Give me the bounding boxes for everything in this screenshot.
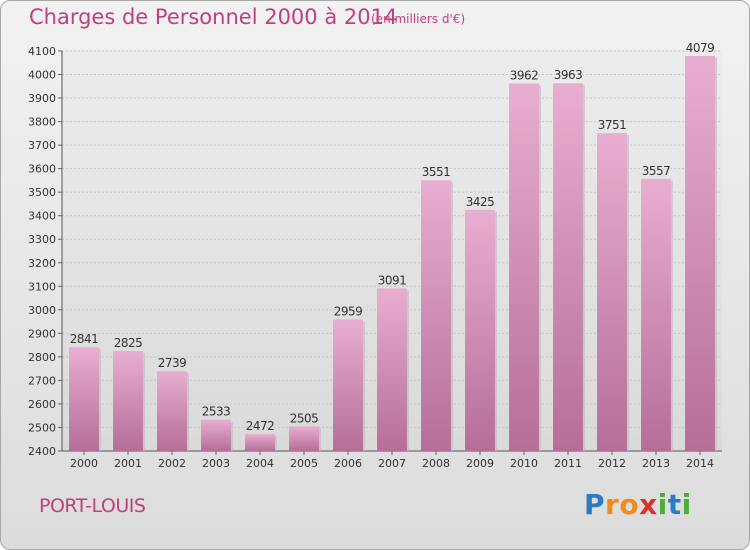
bar-value-label: 3551 [422, 165, 451, 179]
bar-value-label: 4079 [686, 41, 715, 55]
bar-value-label: 3962 [510, 68, 539, 82]
y-tick-label: 3400 [28, 210, 56, 223]
y-tick-label: 3500 [28, 186, 56, 199]
bar-value-label: 3751 [598, 118, 627, 132]
bar [685, 55, 715, 452]
logo-letter: x [639, 488, 658, 521]
bar [157, 371, 187, 451]
bar-value-label: 2825 [114, 336, 143, 350]
y-tick-label: 3100 [28, 280, 56, 293]
bar-value-label: 2472 [246, 419, 275, 433]
chart-title: Charges de Personnel 2000 à 2014 [29, 5, 398, 29]
x-tick-label: 2010 [510, 457, 538, 470]
y-tick-label: 2400 [28, 445, 56, 458]
bar-value-label: 2505 [290, 411, 319, 425]
y-tick-label: 3000 [28, 304, 56, 317]
bar-value-label: 3557 [642, 164, 671, 178]
x-tick-label: 2014 [686, 457, 714, 470]
x-tick-label: 2000 [70, 457, 98, 470]
bar [641, 178, 671, 451]
y-tick-label: 2800 [28, 351, 56, 364]
bar [333, 319, 363, 451]
x-tick-label: 2003 [202, 457, 230, 470]
bar-value-label: 2533 [202, 405, 231, 419]
bar-value-label: 3425 [466, 195, 495, 209]
bar [465, 209, 495, 451]
bar [597, 133, 627, 451]
bar-value-label: 2959 [334, 304, 363, 318]
x-tick-label: 2012 [598, 457, 626, 470]
proxiti-logo: Proxiti [584, 488, 692, 521]
y-tick-label: 3200 [28, 257, 56, 270]
logo-letter: t [667, 488, 682, 521]
x-tick-label: 2009 [466, 457, 494, 470]
bar [245, 434, 275, 451]
x-tick-label: 2011 [554, 457, 582, 470]
bar [201, 419, 231, 451]
bar-value-label: 3963 [554, 68, 583, 82]
x-tick-label: 2002 [158, 457, 186, 470]
bar [69, 347, 99, 451]
y-tick-label: 2500 [28, 421, 56, 434]
x-tick-label: 2008 [422, 457, 450, 470]
bar-value-label: 3091 [378, 273, 407, 287]
logo-letter: r [605, 488, 620, 521]
x-tick-label: 2004 [246, 457, 274, 470]
bar-value-label: 2841 [70, 332, 99, 346]
x-tick-label: 2007 [378, 457, 406, 470]
bar-value-label: 2739 [158, 356, 187, 370]
y-tick-label: 3900 [28, 92, 56, 105]
y-tick-label: 2700 [28, 374, 56, 387]
bar [421, 180, 451, 452]
y-tick-label: 2900 [28, 327, 56, 340]
chart-subtitle: (en milliers d'€) [371, 12, 466, 26]
y-tick-label: 2600 [28, 398, 56, 411]
x-tick-label: 2006 [334, 457, 362, 470]
logo-letter: i [657, 488, 668, 521]
bar [553, 83, 583, 451]
x-tick-label: 2001 [114, 457, 142, 470]
bar [509, 83, 539, 452]
logo-letter: i [681, 488, 692, 521]
y-tick-label: 4100 [28, 45, 56, 58]
logo-letter: P [584, 488, 606, 521]
place-name: PORT-LOUIS [39, 495, 146, 517]
y-tick-label: 3300 [28, 233, 56, 246]
y-tick-label: 3600 [28, 163, 56, 176]
x-tick-label: 2005 [290, 457, 318, 470]
logo-letter: o [619, 488, 640, 521]
y-tick-label: 3800 [28, 116, 56, 129]
bar [377, 288, 407, 451]
bar [113, 351, 143, 451]
x-tick-label: 2013 [642, 457, 670, 470]
y-tick-label: 4000 [28, 69, 56, 82]
y-tick-label: 3700 [28, 139, 56, 152]
bar [289, 426, 319, 451]
